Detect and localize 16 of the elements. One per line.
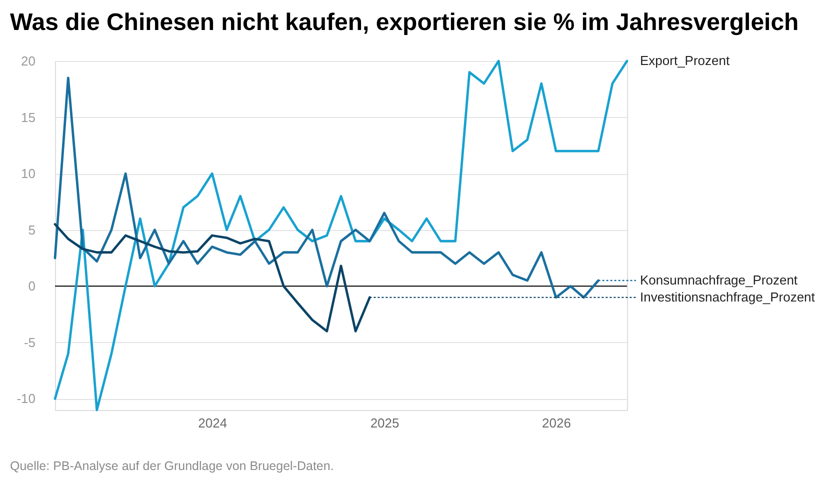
- x-tick-label: 2026: [542, 416, 571, 430]
- y-tick-label: 10: [21, 166, 36, 182]
- chart-title: Was die Chinesen nicht kaufen, exportieren sie % im Jahresvergleich: [10, 9, 799, 36]
- source-note: Quelle: PB-Analyse auf der Grundlage von Bruegel-Daten.: [10, 459, 334, 473]
- y-tick-label: -5: [24, 334, 36, 350]
- x-tick-label: 2024: [198, 416, 228, 430]
- legend-label: Konsumnachfrage_Prozent: [640, 272, 798, 288]
- line-series: [54, 60, 628, 412]
- x-tick-label: 2025: [370, 416, 400, 430]
- series-label: Export_Prozent: [640, 53, 730, 68]
- y-tick-label: 15: [21, 110, 36, 125]
- text: Investitionsnachfrage_Prozent: [640, 289, 816, 304]
- y-tick-label: -10: [16, 391, 36, 406]
- y-tick-label: 20: [21, 54, 36, 68]
- y-tick-label: 0: [28, 278, 36, 294]
- y-tick-label: 5: [28, 222, 36, 238]
